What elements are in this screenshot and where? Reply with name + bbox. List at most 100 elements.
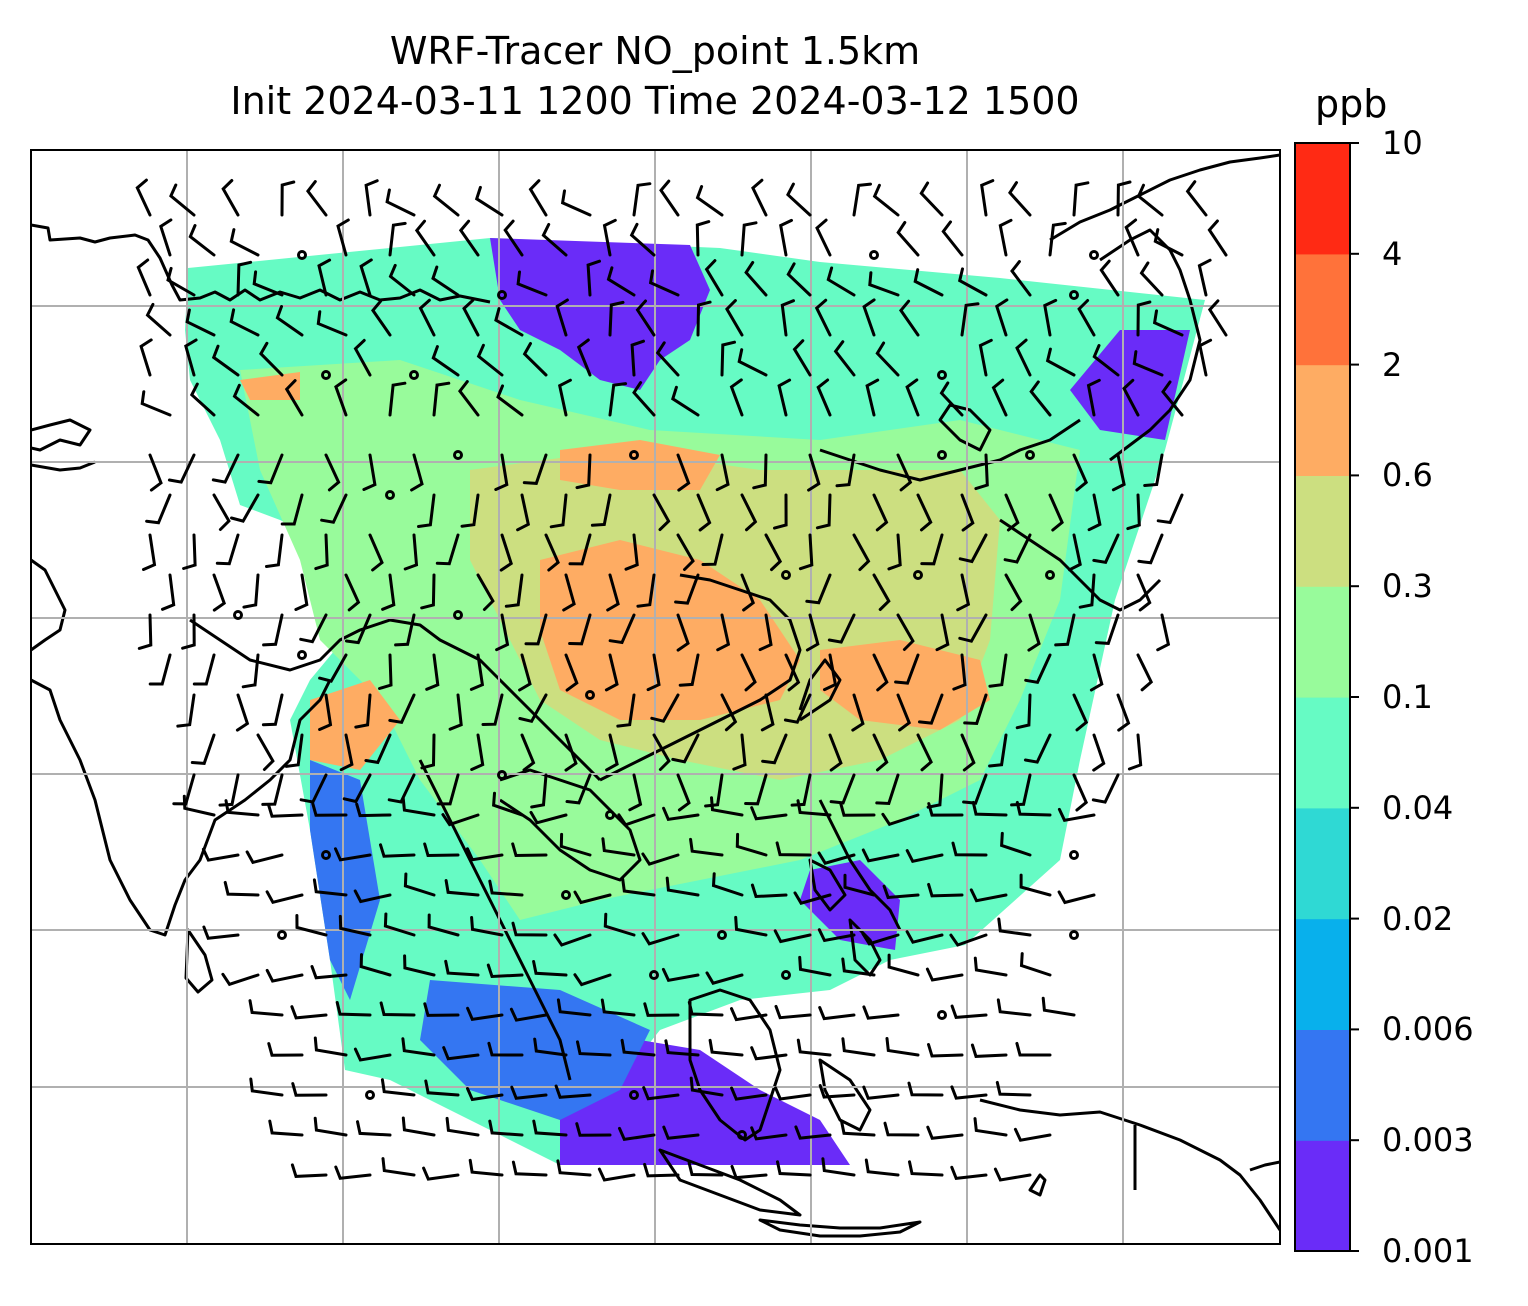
wind-barb <box>229 308 260 337</box>
wind-barb <box>556 1159 592 1177</box>
wind-barb <box>559 832 592 857</box>
wind-barb <box>927 882 964 898</box>
wind-barb <box>311 802 348 817</box>
wind-barb <box>995 298 1009 337</box>
calm-wind-marker <box>913 570 923 580</box>
wind-barb <box>925 967 964 982</box>
wind-barb <box>1023 733 1052 764</box>
wind-barb <box>401 796 436 817</box>
wind-barb <box>597 1167 636 1182</box>
wind-barb <box>486 963 524 979</box>
wind-barb <box>310 965 348 980</box>
wind-barb <box>334 378 348 417</box>
wind-barb <box>1054 613 1076 647</box>
wind-barb <box>960 302 980 337</box>
wind-barb <box>265 890 304 905</box>
wind-barb <box>299 613 328 644</box>
wind-barb <box>334 847 372 862</box>
calm-wind-marker <box>717 930 727 940</box>
wind-barb <box>242 573 260 609</box>
wind-barb <box>306 180 328 217</box>
wind-barb <box>265 968 304 983</box>
wind-barb <box>916 493 933 532</box>
wind-barb <box>224 799 260 817</box>
wind-barb <box>843 873 876 897</box>
wind-barb <box>159 218 173 257</box>
wind-barb <box>602 218 617 257</box>
wind-barb <box>142 533 157 571</box>
wind-barb <box>815 218 832 257</box>
wind-barb <box>388 221 407 257</box>
wind-barb <box>705 971 744 985</box>
wind-barb <box>1137 533 1164 565</box>
wind-barb <box>414 219 436 257</box>
wind-barb <box>642 1086 680 1101</box>
wind-barb <box>744 773 768 806</box>
wind-barb <box>632 182 652 217</box>
wind-barb <box>760 693 775 732</box>
wind-barb <box>641 852 680 866</box>
wind-barb <box>318 653 348 683</box>
wind-barb <box>1000 831 1032 857</box>
wind-barb <box>648 269 680 297</box>
wind-barb <box>448 693 463 731</box>
wind-barb <box>852 533 871 572</box>
wind-barb <box>711 872 744 897</box>
wind-barb <box>494 307 524 337</box>
colorbar-unit-label: ppb <box>1315 82 1388 126</box>
wind-barb <box>176 693 196 728</box>
wind-barb <box>956 573 971 612</box>
wind-barb <box>381 1157 416 1177</box>
wind-barb <box>1078 573 1096 609</box>
wind-barb <box>1013 1127 1052 1142</box>
wind-barb <box>342 773 372 804</box>
wind-barb <box>432 381 451 417</box>
wind-barb <box>935 613 950 652</box>
colorbar-tick-label: 0.6 <box>1382 456 1433 495</box>
wind-barb <box>378 653 393 690</box>
wind-barb <box>241 653 260 689</box>
wind-barb <box>751 178 768 217</box>
wind-barb <box>636 573 656 608</box>
wind-barb <box>466 847 504 862</box>
wind-barb <box>617 813 656 827</box>
wind-barb <box>962 773 988 805</box>
wind-barb <box>1091 773 1120 804</box>
wind-barb <box>896 693 912 732</box>
wind-barb <box>140 390 172 417</box>
wind-barb <box>1161 380 1184 417</box>
wind-barb <box>732 733 747 771</box>
colorbar-tick-label: 0.04 <box>1382 788 1454 827</box>
wind-barb <box>818 1006 856 1021</box>
wind-barb <box>556 998 592 1017</box>
wind-barb <box>868 271 900 297</box>
wind-barb <box>750 806 788 821</box>
wind-barb <box>865 378 880 417</box>
wind-barb <box>511 842 548 858</box>
wind-barb <box>280 493 304 526</box>
wind-barb <box>750 1046 788 1061</box>
wind-barb <box>973 1117 1008 1137</box>
wind-barb <box>798 533 814 571</box>
wind-barb <box>894 653 920 685</box>
wind-barb <box>262 613 284 647</box>
wind-barb <box>816 378 832 417</box>
wind-barb <box>229 228 260 257</box>
wind-barb <box>496 384 524 417</box>
map-frame <box>30 149 1281 1245</box>
wind-barb <box>872 493 889 532</box>
wind-barb <box>211 344 240 377</box>
wind-barb <box>1004 573 1023 612</box>
wind-barb <box>431 265 460 297</box>
wind-barb <box>851 693 865 732</box>
wind-barb <box>941 220 964 257</box>
wind-barb <box>817 928 856 943</box>
wind-barb <box>516 270 548 297</box>
calm-wind-marker <box>297 250 307 260</box>
wind-barb <box>632 381 656 417</box>
wind-barb <box>916 733 933 772</box>
wind-barb <box>995 1080 1032 1097</box>
wind-barb <box>720 693 738 732</box>
wind-barb <box>530 773 548 809</box>
wind-barb <box>710 796 744 817</box>
